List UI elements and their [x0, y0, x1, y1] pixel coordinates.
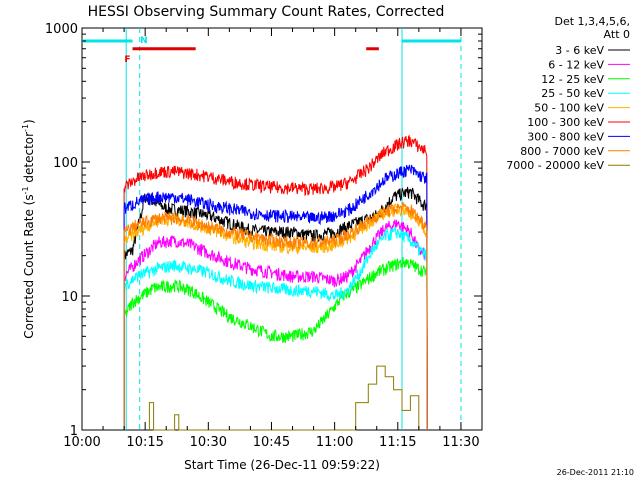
y-axis-label-mid: detector: [22, 132, 36, 187]
series-line: [123, 164, 428, 431]
y-axis-label-main: Corrected Count Rate (s: [22, 194, 36, 338]
x-tick-label: 11:30: [442, 435, 479, 450]
y-tick-label: 100: [53, 156, 78, 171]
x-tick-label: 11:00: [316, 435, 353, 450]
flags-group: NF: [82, 36, 461, 65]
series-line: [123, 134, 428, 431]
series-line: [123, 256, 428, 431]
y-axis: 1 10 100 1000: [45, 22, 482, 439]
series-line: [123, 226, 428, 431]
y-tick-label: 1000: [45, 22, 78, 37]
series-line: [148, 365, 420, 431]
x-tick-label: 11:15: [379, 435, 416, 450]
legend-header-line-2: Att 0: [604, 28, 630, 41]
x-axis: 10:00 10:15 10:30 10:45 11:00 11:15 11:30: [63, 28, 483, 450]
chart-title: HESSI Observing Summary Count Rates, Cor…: [88, 4, 445, 20]
legend-label: 25 - 50 keV: [541, 87, 604, 100]
series-line: [123, 186, 428, 431]
x-axis-label: Start Time (26-Dec-11 09:59:22): [184, 458, 380, 472]
legend-label: 50 - 100 keV: [534, 102, 604, 115]
flag-label: N: [140, 36, 148, 46]
legend-label: 100 - 300 keV: [527, 116, 604, 129]
legend-header-line-1: Det 1,3,4,5,6,: [554, 15, 630, 28]
series-group: [123, 134, 428, 431]
legend-label: 12 - 25 keV: [541, 73, 604, 86]
y-axis-label: Corrected Count Rate (s-1 detector-1): [21, 119, 36, 338]
legend-label: 800 - 7000 keV: [520, 145, 604, 158]
legend-label: 6 - 12 keV: [548, 58, 604, 71]
y-tick-label: 10: [61, 290, 78, 305]
legend-label: 300 - 800 keV: [527, 130, 604, 143]
x-tick-label: 10:45: [253, 435, 290, 450]
series-line: [123, 201, 428, 431]
x-tick-label: 10:00: [63, 435, 100, 450]
y-axis-label-sup-2: -1: [21, 124, 30, 132]
x-tick-label: 10:15: [126, 435, 163, 450]
y-tick-label: 1: [70, 424, 78, 439]
y-axis-label-sup-1: -1: [21, 186, 30, 194]
footer-timestamp: 26-Dec-2011 21:10: [557, 468, 634, 477]
y-axis-label-end: ): [22, 119, 36, 124]
legend-label: 7000 - 20000 keV: [506, 159, 604, 172]
legend-label: 3 - 6 keV: [555, 44, 604, 57]
flag-label: F: [124, 55, 130, 65]
series-line: [123, 219, 428, 431]
x-tick-label: 10:30: [190, 435, 227, 450]
